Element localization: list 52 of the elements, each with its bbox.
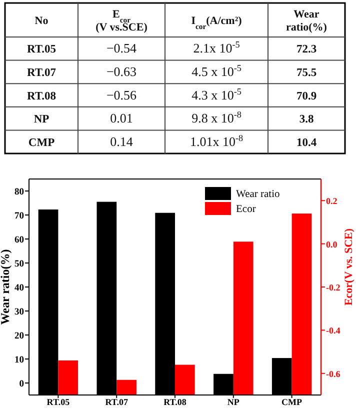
x-tick-label: RT.08 <box>164 397 187 407</box>
y-tick-label: 10 <box>14 356 24 366</box>
y2-tick-label: -0.2 <box>326 282 341 292</box>
text: No <box>34 15 49 27</box>
y-tick-label: 60 <box>14 236 24 246</box>
text: Wear ratio(%) <box>286 8 328 34</box>
text: NP <box>34 114 50 126</box>
text: 4.5 x 10$^{-5}$ <box>192 62 242 79</box>
bar <box>58 360 78 395</box>
y-tick-label: 70 <box>14 212 24 222</box>
y2-tick-label: -0.6 <box>326 368 341 379</box>
text: 1.01x 10$^{-8}$ <box>190 132 244 149</box>
y2-axis-title: Ecor(V vs. SCE) <box>343 228 355 306</box>
y2-tick-label: -0.4 <box>326 326 341 336</box>
y-tick-label: 50 <box>14 260 24 270</box>
legend-label: Wear ratio <box>236 189 280 200</box>
text: 3.8 <box>299 114 314 126</box>
bar <box>116 380 136 395</box>
text: −0.56 <box>106 87 138 102</box>
text: 75.5 <box>296 66 317 79</box>
y-tick-label: 20 <box>14 332 24 342</box>
text: E$_{cor}$ (V vs.SCE) <box>96 8 148 34</box>
x-tick-label: NP <box>227 397 240 407</box>
y2-tick-label: 0.2 <box>326 196 338 206</box>
y-tick-label: 80 <box>14 188 24 198</box>
x-tick-label: RT.07 <box>105 397 128 407</box>
text: 2.1x 10$^{-5}$ <box>193 40 240 56</box>
text: −0.63 <box>106 64 137 79</box>
y-axis-title: Wear ratio(%) <box>0 249 12 325</box>
text: −0.54 <box>106 40 138 56</box>
text: RT.07 <box>26 66 56 79</box>
bar <box>233 242 254 395</box>
text: 9.8 x 10$^{-8}$ <box>192 110 242 126</box>
bar <box>292 214 312 395</box>
text: CMP <box>28 136 55 149</box>
x-tick-label: CMP <box>282 397 303 407</box>
text: 0.01 <box>110 110 133 126</box>
text: RT.08 <box>26 90 56 102</box>
text: 72.3 <box>296 44 317 56</box>
y2-tick-label: 0.0 <box>326 239 338 250</box>
y-tick-label: 30 <box>14 308 24 318</box>
y-tick-label: 40 <box>14 284 24 294</box>
text: I$_{cor}$(A/cm²) <box>191 15 242 30</box>
text: RT.05 <box>26 44 56 56</box>
legend-label: Ecor <box>236 204 256 215</box>
text: 0.14 <box>110 134 134 149</box>
x-tick-label: RT.05 <box>46 397 70 407</box>
text: 4.3 x 10$^{-5}$ <box>192 86 242 102</box>
text: 10.4 <box>296 136 317 149</box>
y-tick-label: 0 <box>19 380 24 390</box>
bar <box>175 364 195 395</box>
text: 70.9 <box>296 90 317 102</box>
